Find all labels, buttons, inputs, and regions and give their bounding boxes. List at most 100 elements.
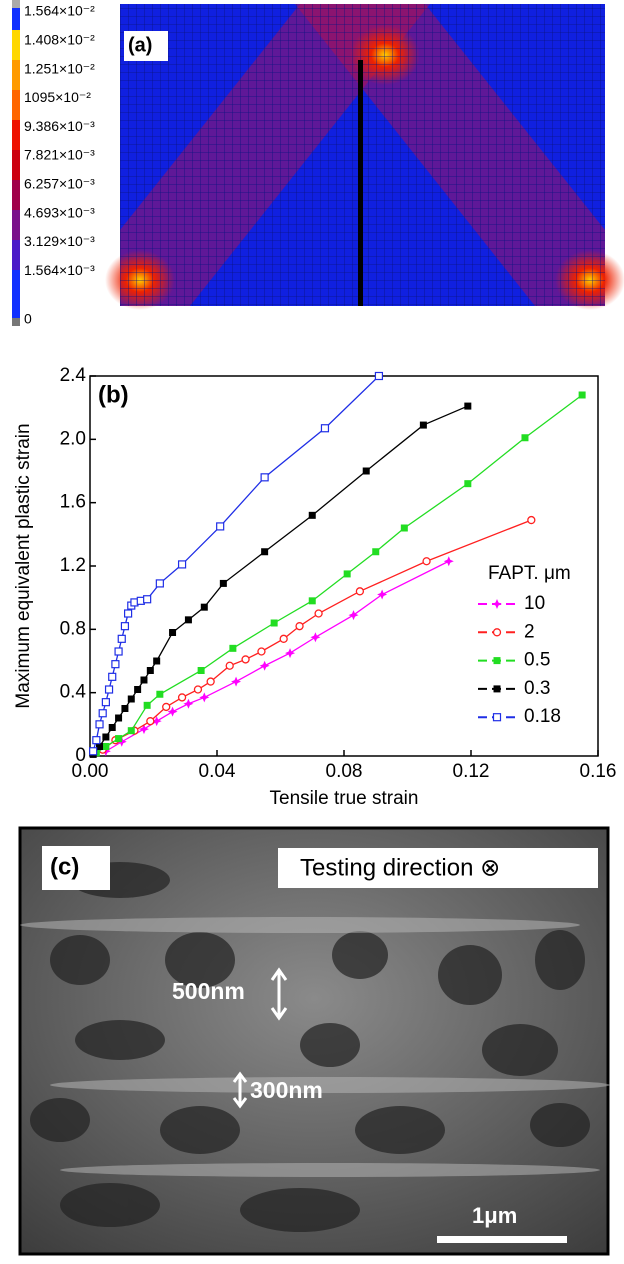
marker	[372, 548, 380, 556]
colorbar-label: 6.257×10⁻³	[24, 176, 95, 192]
colorbar-label: 1.408×10⁻²	[24, 32, 95, 48]
marker	[183, 698, 194, 709]
y-tick-label: 2.4	[60, 365, 87, 386]
marker	[121, 705, 129, 712]
colorbar-label: 1.564×10⁻³	[24, 262, 95, 278]
marker	[102, 743, 110, 750]
marker	[308, 597, 316, 605]
marker	[101, 698, 110, 707]
y-tick-label: 0.8	[60, 618, 86, 639]
marker	[362, 467, 370, 475]
marker	[153, 657, 161, 665]
legend-marker	[492, 599, 502, 609]
legend-marker	[492, 713, 502, 722]
marker	[231, 676, 242, 687]
x-axis-label: Tensile true strain	[270, 788, 419, 809]
colorbar-label: 9.386×10⁻³	[24, 118, 95, 134]
marker	[355, 587, 365, 596]
scale-bar	[437, 1236, 567, 1243]
legend-marker	[493, 685, 501, 693]
marker	[115, 735, 123, 743]
legend-marker	[493, 657, 501, 665]
series-line	[95, 394, 583, 754]
marker	[259, 660, 270, 671]
y-tick-label: 0.4	[60, 682, 87, 703]
colorbar-label: 4.693×10⁻³	[24, 204, 95, 220]
y-tick-label: 1.2	[60, 555, 86, 576]
legend-marker	[492, 628, 502, 637]
x-tick-label: 0.04	[199, 761, 236, 782]
marker	[279, 634, 288, 643]
marker	[197, 667, 205, 674]
marker	[108, 724, 116, 731]
marker	[443, 556, 454, 567]
legend-label: 0.18	[524, 706, 561, 727]
marker	[193, 685, 203, 694]
colorbar-label: 3.129×10⁻³	[24, 233, 95, 249]
marker	[138, 724, 149, 735]
x-tick-label: 0.08	[326, 761, 363, 782]
marker	[123, 609, 133, 618]
marker	[169, 629, 177, 636]
marker	[320, 424, 330, 433]
marker	[146, 667, 154, 674]
panel-c: (c) Testing direction ⊗ 500nm 300nm 1μm	[18, 826, 610, 1256]
marker	[96, 743, 104, 750]
marker	[270, 619, 278, 627]
marker	[216, 522, 225, 531]
series-line	[92, 375, 380, 752]
marker	[127, 727, 135, 735]
marker	[134, 686, 142, 693]
marker	[419, 421, 427, 429]
marker	[257, 647, 266, 656]
y-axis-label: Maximum equivalent plastic strain	[13, 423, 34, 708]
marker	[102, 733, 110, 741]
marker	[92, 736, 101, 745]
marker	[115, 714, 123, 722]
legend-label: 0.3	[524, 678, 550, 699]
marker	[108, 672, 117, 681]
colorbar-label: 1.251×10⁻²	[24, 60, 95, 76]
marker	[261, 548, 269, 556]
marker	[310, 632, 321, 643]
marker	[229, 644, 237, 652]
panel-label: (c)	[50, 853, 79, 880]
marker	[111, 660, 120, 669]
marker	[464, 402, 472, 410]
marker	[140, 676, 148, 684]
marker	[162, 702, 171, 712]
marker	[241, 655, 250, 664]
colorbar-label: 0	[24, 311, 32, 327]
legend-label: 10	[524, 593, 545, 614]
marker	[200, 603, 208, 611]
legend-label: 0.5	[524, 650, 550, 671]
marker	[156, 690, 164, 698]
marker	[422, 557, 431, 566]
colorbar-label: 1.564×10⁻²	[24, 3, 95, 19]
marker	[260, 473, 269, 482]
annotation: 300nm	[250, 1077, 323, 1103]
marker	[184, 616, 192, 624]
marker	[308, 511, 316, 519]
scale-bar-label: 1μm	[472, 1203, 517, 1228]
annotation: Testing direction ⊗	[300, 854, 500, 881]
marker	[521, 434, 529, 442]
marker	[578, 391, 586, 399]
marker	[377, 589, 388, 600]
marker	[348, 610, 359, 621]
panel-b: 0.00 0.04 0.08 0.12 0.16 0 0.4 0.8 1.2 1.6 2.0 2.4 T…	[13, 365, 616, 809]
marker	[143, 595, 152, 604]
marker	[374, 371, 384, 381]
annotation: 500nm	[172, 978, 245, 1004]
colorbar-label: 7.821×10⁻³	[24, 147, 95, 163]
panel-label: (a)	[128, 34, 152, 56]
marker	[146, 717, 155, 726]
marker	[98, 709, 107, 718]
colorbar-label: 1095×10⁻²	[24, 89, 91, 105]
marker	[285, 648, 296, 659]
x-tick-label: 0.16	[580, 761, 617, 782]
marker	[167, 706, 178, 717]
marker	[527, 515, 536, 525]
marker	[219, 579, 227, 587]
marker	[206, 677, 215, 686]
